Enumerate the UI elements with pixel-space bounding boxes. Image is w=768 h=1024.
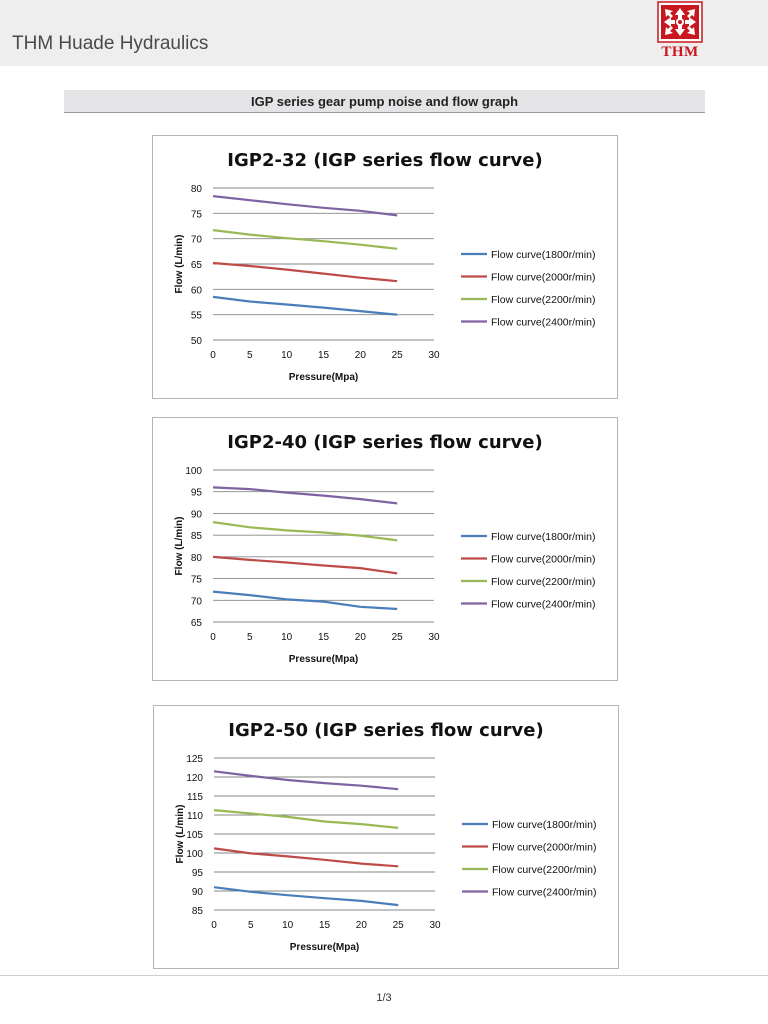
x-tick-label: 25: [392, 632, 404, 643]
x-axis-label: Pressure(Mpa): [289, 372, 358, 383]
legend-label: Flow curve(2200r/min): [492, 864, 596, 876]
section-title: IGP series gear pump noise and flow grap…: [250, 94, 519, 109]
y-tick-label: 125: [186, 754, 203, 765]
x-tick-label: 30: [428, 632, 440, 643]
y-tick-label: 115: [187, 792, 203, 803]
y-tick-label: 95: [191, 488, 203, 499]
y-tick-label: 80: [191, 184, 203, 195]
series-line: [212, 195, 398, 217]
x-tick-label: 10: [282, 920, 294, 931]
x-tick-label: 0: [211, 920, 217, 931]
series-line: [212, 295, 398, 316]
x-tick-label: 30: [429, 920, 441, 931]
footer-divider: [0, 975, 768, 976]
x-axis-label: Pressure(Mpa): [290, 942, 359, 953]
y-tick-label: 75: [191, 209, 203, 220]
y-tick-label: 90: [192, 887, 204, 898]
chart-title: IGP2-40 (IGP series flow curve): [227, 432, 542, 453]
series-line: [212, 486, 398, 505]
legend-label: Flow curve(2400r/min): [492, 887, 596, 899]
series-line: [213, 886, 399, 907]
x-tick-label: 25: [393, 920, 405, 931]
y-tick-label: 110: [187, 811, 203, 822]
y-tick-label: 50: [191, 336, 203, 347]
y-tick-label: 80: [191, 553, 203, 564]
legend-label: Flow curve(2400r/min): [491, 599, 595, 611]
series-line: [213, 847, 399, 868]
x-tick-label: 5: [247, 632, 253, 643]
chart-svg: IGP2-40 (IGP series flow curve) 65 70 75 80 8…: [174, 432, 595, 665]
legend-label: Flow curve(2000r/min): [491, 554, 595, 566]
y-tick-label: 65: [191, 618, 203, 629]
chart-igp2-50: IGP2-50 (IGP series flow curve) 85 90 95 100…: [153, 705, 619, 969]
y-axis-label: Flow (L/min): [174, 517, 185, 576]
series-line: [212, 555, 398, 575]
y-tick-label: 60: [191, 285, 203, 296]
x-tick-label: 30: [428, 350, 440, 361]
x-tick-label: 0: [210, 632, 216, 643]
x-axis-label: Pressure(Mpa): [289, 654, 358, 665]
y-tick-label: 70: [191, 596, 203, 607]
page-header: THM Huade Hydraulics THM: [0, 0, 768, 66]
x-tick-label: 15: [318, 350, 330, 361]
chart-title: IGP2-50 (IGP series flow curve): [228, 720, 543, 741]
x-tick-label: 20: [356, 920, 368, 931]
series-line: [212, 521, 398, 542]
chart-title: IGP2-32 (IGP series flow curve): [227, 150, 542, 171]
y-axis-label: Flow (L/min): [174, 235, 185, 294]
y-tick-label: 100: [185, 466, 202, 477]
y-tick-label: 55: [191, 311, 203, 322]
x-tick-label: 15: [318, 632, 330, 643]
legend-label: Flow curve(2200r/min): [491, 576, 595, 588]
y-axis-label: Flow (L/min): [175, 805, 186, 864]
company-title: THM Huade Hydraulics: [12, 33, 209, 54]
series-line: [212, 590, 398, 611]
thm-logo-icon: [657, 1, 703, 43]
page-number: 1/3: [376, 992, 392, 1004]
legend-label: Flow curve(2000r/min): [491, 272, 595, 284]
x-tick-label: 20: [355, 350, 367, 361]
logo-text: THM: [661, 44, 699, 60]
legend-label: Flow curve(2400r/min): [491, 317, 595, 329]
x-tick-label: 10: [281, 632, 293, 643]
y-tick-label: 120: [186, 773, 203, 784]
legend-label: Flow curve(1800r/min): [491, 531, 595, 543]
x-tick-label: 15: [319, 920, 331, 931]
y-tick-label: 85: [191, 531, 203, 542]
y-tick-label: 90: [191, 509, 203, 520]
y-tick-label: 95: [192, 868, 204, 879]
thm-logo: THM: [652, 0, 708, 62]
chart-igp2-32: IGP2-32 (IGP series flow curve) 50 55 60 65 7…: [152, 135, 618, 399]
legend-label: Flow curve(1800r/min): [491, 249, 595, 261]
y-tick-label: 105: [186, 830, 203, 841]
y-tick-label: 70: [191, 235, 203, 246]
y-tick-label: 100: [186, 849, 203, 860]
chart-svg: IGP2-50 (IGP series flow curve)859095100…: [175, 720, 596, 953]
series-line: [212, 261, 398, 283]
section-bar: IGP series gear pump noise and flow grap…: [64, 90, 705, 113]
series-line: [213, 770, 399, 791]
chart-igp2-40: IGP2-40 (IGP series flow curve) 65 70 75 80 8…: [152, 417, 618, 681]
series-line: [212, 229, 398, 250]
x-tick-label: 10: [281, 350, 293, 361]
series-line: [213, 809, 399, 829]
x-tick-label: 25: [392, 350, 404, 361]
x-tick-label: 5: [247, 350, 253, 361]
x-tick-label: 0: [210, 350, 216, 361]
y-tick-label: 75: [191, 575, 203, 586]
legend-label: Flow curve(2000r/min): [492, 842, 596, 854]
legend-label: Flow curve(2200r/min): [491, 294, 595, 306]
x-tick-label: 20: [355, 632, 367, 643]
chart-svg: IGP2-32 (IGP series flow curve)505560657…: [174, 150, 595, 383]
y-tick-label: 85: [192, 906, 204, 917]
y-tick-label: 65: [191, 260, 203, 271]
x-tick-label: 5: [248, 920, 254, 931]
legend-label: Flow curve(1800r/min): [492, 819, 596, 831]
